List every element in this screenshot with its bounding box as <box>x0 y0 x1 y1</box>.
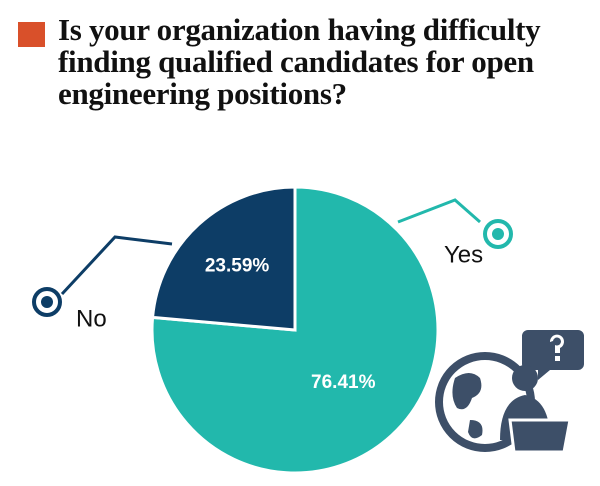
title-marker <box>18 22 45 47</box>
category-label: No <box>76 305 107 332</box>
pie <box>150 185 440 475</box>
pie-slice <box>150 185 440 475</box>
leader-line <box>397 198 481 224</box>
leader-line <box>60 235 173 296</box>
category-label: Yes <box>444 241 483 268</box>
leader-dot <box>492 228 504 240</box>
icon <box>435 330 584 454</box>
value-label: 23.59% <box>205 256 270 277</box>
value-label: 76.41% <box>311 372 376 393</box>
pie-slice <box>150 185 297 332</box>
leader-dot <box>41 296 53 308</box>
chart-title: Is your organization having difficulty f… <box>58 12 541 111</box>
